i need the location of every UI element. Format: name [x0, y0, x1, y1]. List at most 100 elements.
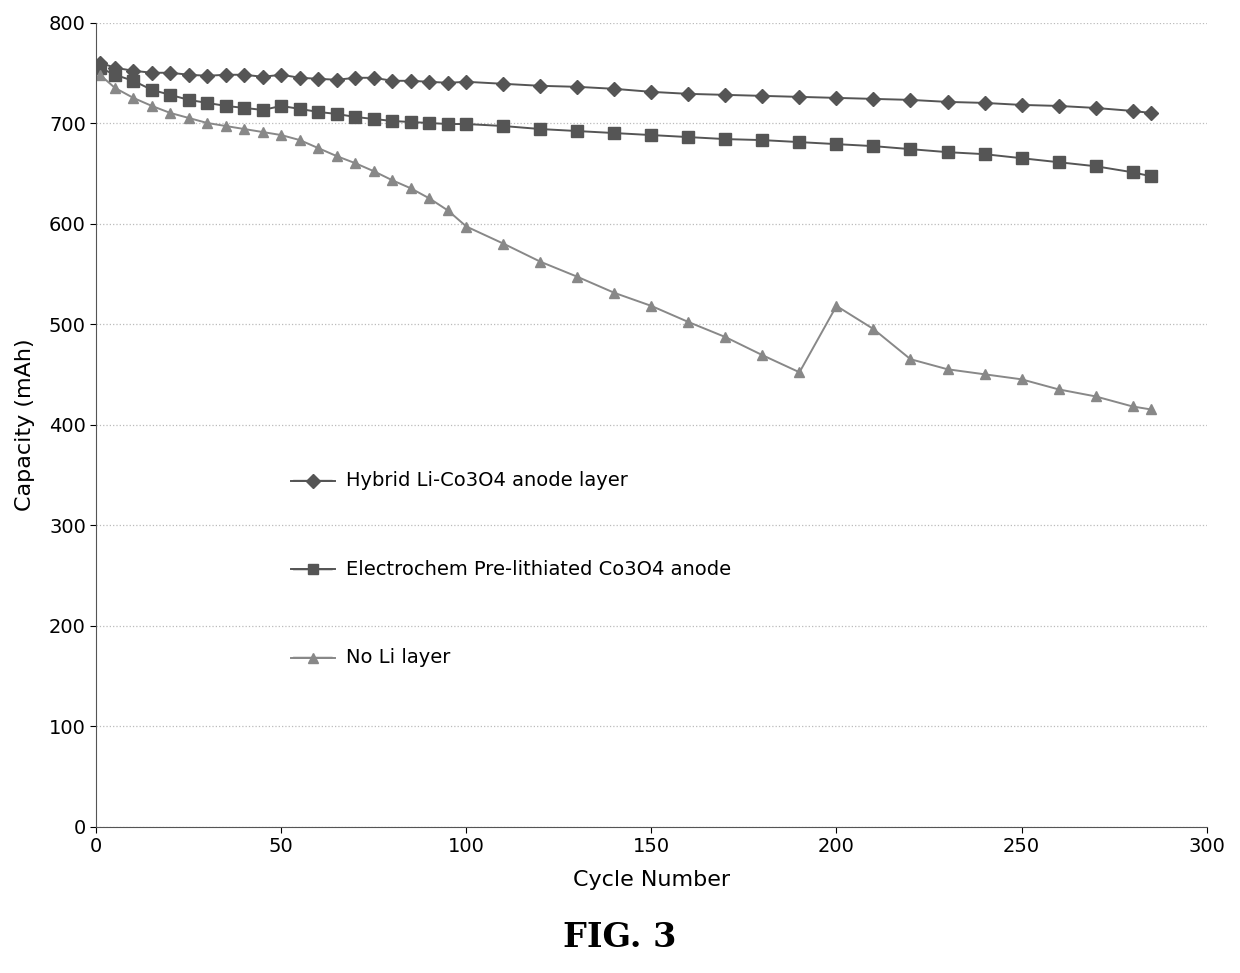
Electrochem Pre-lithiated Co3O4 anode — [830, 138, 844, 150]
No Li layer — [144, 100, 159, 112]
X-axis label: Cycle Number: Cycle Number — [573, 870, 730, 890]
Hybrid Li-Co3O4 anode layer — [1087, 102, 1102, 114]
Electrochem Pre-lithiated Co3O4 anode — [533, 124, 548, 135]
No Li layer — [792, 367, 807, 378]
Hybrid Li-Co3O4 anode layer — [126, 65, 141, 77]
Electrochem Pre-lithiated Co3O4 anode — [940, 146, 955, 158]
Hybrid Li-Co3O4 anode layer — [255, 71, 270, 83]
Electrochem Pre-lithiated Co3O4 anode — [459, 118, 474, 129]
Hybrid Li-Co3O4 anode layer — [496, 78, 511, 90]
Electrochem Pre-lithiated Co3O4 anode — [903, 143, 918, 155]
Hybrid Li-Co3O4 anode layer — [181, 69, 196, 81]
No Li layer — [570, 270, 585, 282]
Electrochem Pre-lithiated Co3O4 anode — [330, 108, 345, 120]
Electrochem Pre-lithiated Co3O4 anode — [162, 90, 177, 101]
Hybrid Li-Co3O4 anode layer — [681, 88, 696, 99]
No Li layer — [237, 124, 252, 135]
Electrochem Pre-lithiated Co3O4 anode — [1125, 166, 1140, 178]
Text: Electrochem Pre-lithiated Co3O4 anode: Electrochem Pre-lithiated Co3O4 anode — [346, 559, 732, 579]
Hybrid Li-Co3O4 anode layer — [1014, 99, 1029, 111]
Electrochem Pre-lithiated Co3O4 anode — [1143, 170, 1158, 182]
Electrochem Pre-lithiated Co3O4 anode — [126, 75, 141, 87]
No Li layer — [384, 174, 399, 186]
No Li layer — [440, 204, 455, 216]
Line: Hybrid Li-Co3O4 anode layer: Hybrid Li-Co3O4 anode layer — [95, 57, 1156, 118]
Line: No Li layer: No Li layer — [95, 70, 1156, 414]
Hybrid Li-Co3O4 anode layer — [218, 69, 233, 81]
Electrochem Pre-lithiated Co3O4 anode — [311, 106, 326, 118]
Y-axis label: Capacity (mAh): Capacity (mAh) — [15, 339, 35, 511]
Hybrid Li-Co3O4 anode layer — [459, 76, 474, 88]
Hybrid Li-Co3O4 anode layer — [311, 73, 326, 85]
Electrochem Pre-lithiated Co3O4 anode — [1087, 161, 1102, 172]
Hybrid Li-Co3O4 anode layer — [866, 93, 880, 105]
No Li layer — [459, 221, 474, 233]
Electrochem Pre-lithiated Co3O4 anode — [384, 115, 399, 126]
Electrochem Pre-lithiated Co3O4 anode — [348, 111, 363, 123]
No Li layer — [1125, 401, 1140, 413]
Hybrid Li-Co3O4 anode layer — [644, 86, 658, 97]
Hybrid Li-Co3O4 anode layer — [384, 75, 399, 87]
No Li layer — [644, 300, 658, 311]
Electrochem Pre-lithiated Co3O4 anode — [422, 117, 436, 128]
Hybrid Li-Co3O4 anode layer — [1052, 100, 1066, 112]
Hybrid Li-Co3O4 anode layer — [274, 69, 289, 81]
Hybrid Li-Co3O4 anode layer — [403, 75, 418, 87]
No Li layer — [311, 142, 326, 154]
No Li layer — [718, 331, 733, 342]
Text: Hybrid Li-Co3O4 anode layer: Hybrid Li-Co3O4 anode layer — [346, 471, 627, 490]
No Li layer — [403, 183, 418, 195]
Text: No Li layer: No Li layer — [346, 648, 450, 667]
Electrochem Pre-lithiated Co3O4 anode — [1052, 157, 1066, 168]
No Li layer — [1052, 383, 1066, 395]
No Li layer — [755, 349, 770, 361]
No Li layer — [93, 69, 108, 81]
Electrochem Pre-lithiated Co3O4 anode — [255, 104, 270, 116]
No Li layer — [608, 287, 622, 299]
No Li layer — [255, 126, 270, 138]
Electrochem Pre-lithiated Co3O4 anode — [274, 100, 289, 112]
Hybrid Li-Co3O4 anode layer — [977, 97, 992, 109]
No Li layer — [866, 323, 880, 335]
No Li layer — [1087, 390, 1102, 402]
Hybrid Li-Co3O4 anode layer — [792, 91, 807, 103]
No Li layer — [181, 112, 196, 124]
Hybrid Li-Co3O4 anode layer — [144, 67, 159, 79]
No Li layer — [108, 82, 123, 93]
No Li layer — [162, 107, 177, 119]
Electrochem Pre-lithiated Co3O4 anode — [792, 136, 807, 148]
Hybrid Li-Co3O4 anode layer — [440, 77, 455, 89]
No Li layer — [330, 151, 345, 162]
No Li layer — [1014, 374, 1029, 385]
Line: Electrochem Pre-lithiated Co3O4 anode: Electrochem Pre-lithiated Co3O4 anode — [94, 62, 1157, 182]
Electrochem Pre-lithiated Co3O4 anode — [681, 131, 696, 143]
Electrochem Pre-lithiated Co3O4 anode — [218, 100, 233, 112]
Hybrid Li-Co3O4 anode layer — [93, 56, 108, 68]
No Li layer — [977, 369, 992, 380]
Electrochem Pre-lithiated Co3O4 anode — [1014, 153, 1029, 164]
No Li layer — [533, 256, 548, 268]
Hybrid Li-Co3O4 anode layer — [533, 80, 548, 91]
Electrochem Pre-lithiated Co3O4 anode — [644, 129, 658, 141]
No Li layer — [293, 134, 308, 146]
Electrochem Pre-lithiated Co3O4 anode — [93, 62, 108, 74]
No Li layer — [200, 117, 215, 128]
Electrochem Pre-lithiated Co3O4 anode — [755, 134, 770, 146]
Hybrid Li-Co3O4 anode layer — [570, 81, 585, 92]
Hybrid Li-Co3O4 anode layer — [940, 96, 955, 108]
Hybrid Li-Co3O4 anode layer — [330, 74, 345, 86]
No Li layer — [940, 364, 955, 376]
No Li layer — [274, 129, 289, 141]
Hybrid Li-Co3O4 anode layer — [1143, 107, 1158, 119]
No Li layer — [903, 353, 918, 365]
Electrochem Pre-lithiated Co3O4 anode — [181, 94, 196, 106]
Electrochem Pre-lithiated Co3O4 anode — [440, 118, 455, 129]
Hybrid Li-Co3O4 anode layer — [293, 72, 308, 84]
Hybrid Li-Co3O4 anode layer — [367, 72, 382, 84]
Electrochem Pre-lithiated Co3O4 anode — [293, 103, 308, 115]
Hybrid Li-Co3O4 anode layer — [830, 92, 844, 104]
Electrochem Pre-lithiated Co3O4 anode — [144, 84, 159, 95]
No Li layer — [830, 300, 844, 311]
No Li layer — [681, 316, 696, 328]
Electrochem Pre-lithiated Co3O4 anode — [403, 116, 418, 127]
